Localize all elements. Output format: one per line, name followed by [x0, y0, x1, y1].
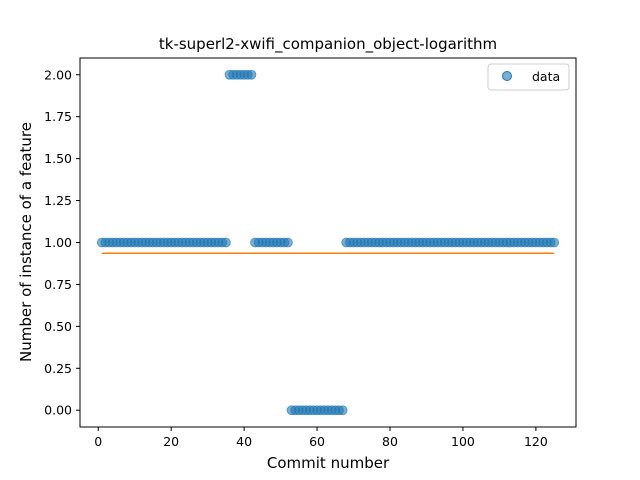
y-tick-label: 1.75 — [44, 109, 72, 124]
x-tick-label: 100 — [451, 434, 475, 449]
legend-marker — [502, 71, 512, 81]
y-tick-label: 2.00 — [44, 67, 72, 82]
x-axis-label: Commit number — [267, 454, 390, 472]
y-tick-label: 1.50 — [44, 151, 72, 166]
x-tick-label: 60 — [309, 434, 325, 449]
y-axis-label: Number of instance of a feature — [17, 122, 35, 362]
x-tick-label: 120 — [524, 434, 548, 449]
data-point — [337, 405, 348, 416]
x-axis: 0 20 40 60 80 100 120 — [94, 427, 548, 449]
data-point — [246, 69, 257, 80]
y-tick-label: 0.75 — [44, 277, 72, 292]
x-tick-label: 20 — [163, 434, 179, 449]
data-point — [282, 237, 293, 248]
y-tick-label: 0.25 — [44, 361, 72, 376]
legend-label: data — [532, 69, 560, 84]
legend-box — [487, 63, 570, 91]
y-axis: 0.00 0.25 0.50 0.75 1.00 1.25 1.50 1.75 2.00 — [44, 67, 80, 418]
y-tick-label: 0.00 — [44, 403, 72, 418]
y-tick-label: 1.25 — [44, 193, 72, 208]
data-point — [220, 237, 231, 248]
data-point — [549, 237, 560, 248]
y-tick-label: 1.00 — [44, 235, 72, 250]
chart-title: tk-superl2-xwifi_companion_object-logari… — [159, 35, 497, 54]
plot-area — [96, 69, 560, 416]
legend: data — [487, 63, 570, 91]
x-tick-label: 80 — [382, 434, 398, 449]
x-tick-label: 40 — [236, 434, 252, 449]
y-tick-label: 0.50 — [44, 319, 72, 334]
x-tick-label: 0 — [94, 434, 102, 449]
